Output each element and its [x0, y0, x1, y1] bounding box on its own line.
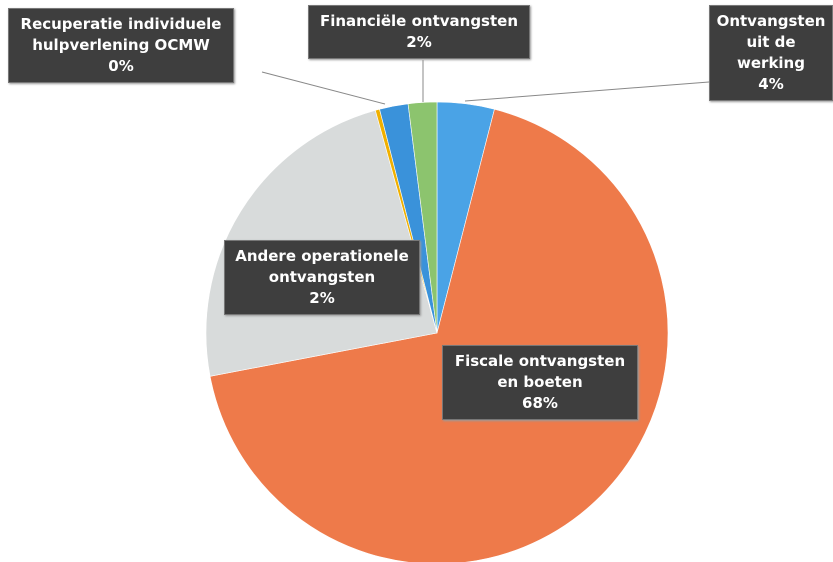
pie-slice — [407, 101, 438, 334]
label-value: 2% — [309, 289, 335, 307]
data-label: Andere operationele ontvangsten 2% — [224, 240, 420, 315]
label-name: Financiële ontvangsten — [319, 12, 519, 30]
leader-line — [464, 81, 710, 102]
label-name: Andere operationele ontvangsten — [235, 247, 409, 286]
label-name: Fiscale ontvangsten en boeten — [454, 352, 626, 391]
label-value: 4% — [758, 75, 784, 93]
data-label: Recuperatie individuele hulpverlening OC… — [8, 8, 234, 83]
data-label: Fiscale ontvangsten en boeten 68% — [442, 345, 638, 420]
label-value: 0% — [108, 57, 134, 75]
pie-slice — [209, 108, 669, 562]
label-value: 68% — [522, 394, 558, 412]
label-value: 2% — [406, 33, 432, 51]
leader-line — [261, 71, 386, 105]
label-name: Recuperatie individuele hulpverlening OC… — [20, 15, 222, 54]
label-name: Ontvangsten uit de werking — [716, 12, 826, 72]
data-label: Financiële ontvangsten 2% — [308, 5, 530, 59]
data-label: Ontvangsten uit de werking 4% — [709, 5, 833, 101]
